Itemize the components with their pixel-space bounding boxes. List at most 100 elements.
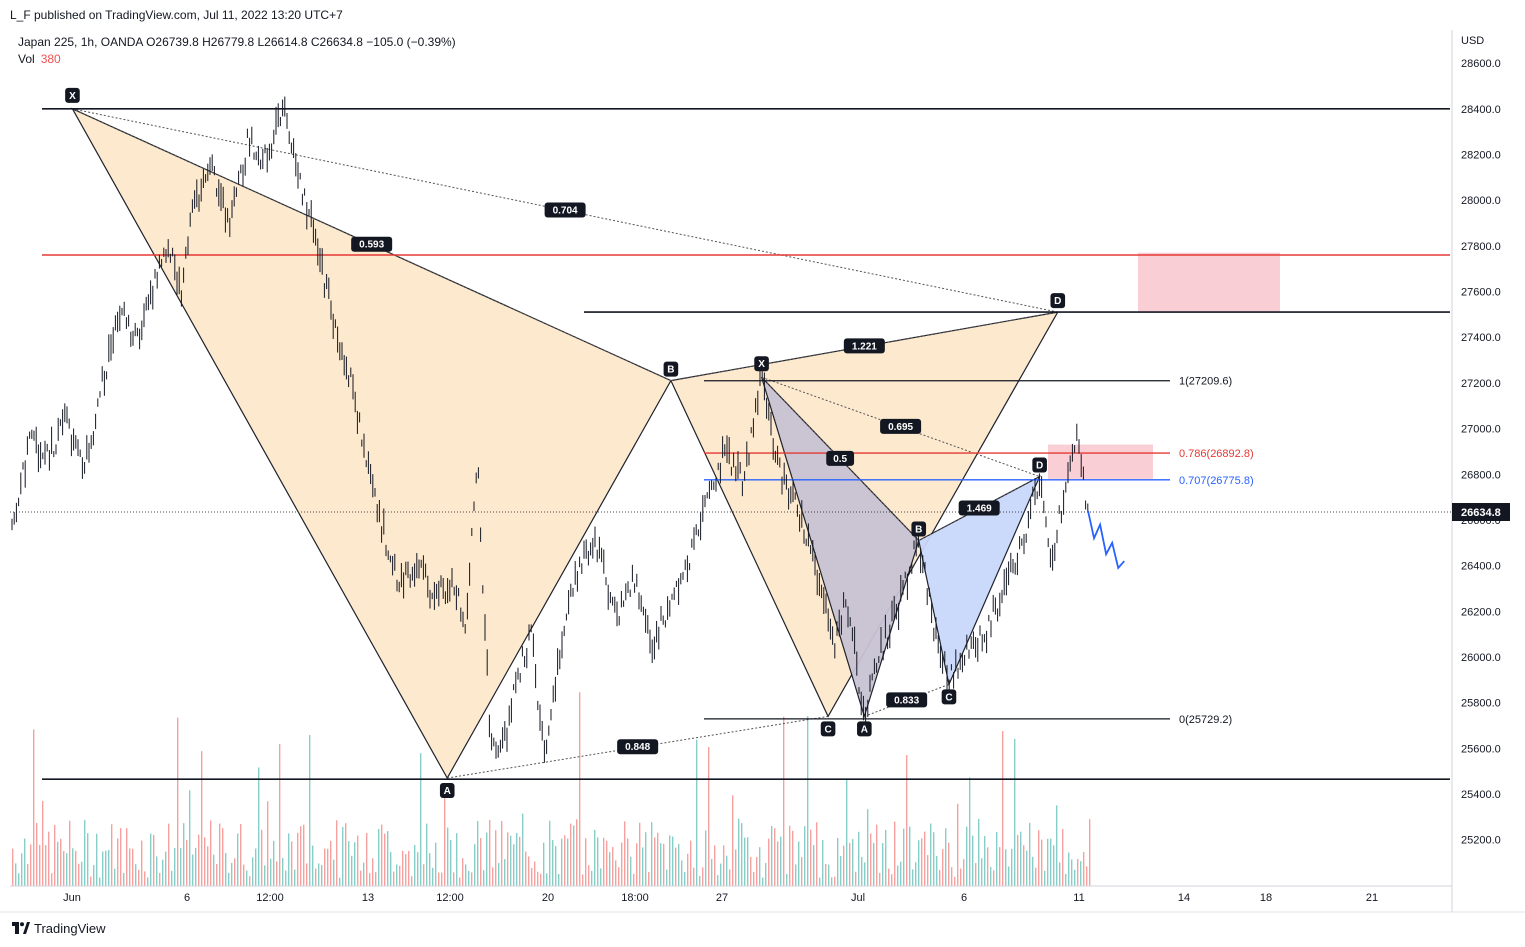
volume-bar	[57, 841, 59, 886]
volume-bar	[51, 873, 53, 886]
volume-bar	[798, 841, 800, 886]
volume-value: 380	[40, 52, 61, 66]
volume-bar	[1077, 858, 1079, 886]
y-tick-label: 28200.0	[1461, 150, 1501, 162]
volume-bar	[255, 848, 257, 886]
volume-bar	[978, 818, 980, 886]
volume-bar	[594, 829, 596, 886]
volume-bar	[300, 826, 302, 886]
symbol-legend[interactable]: Japan 225, 1h, OANDA O26739.8 H26779.8 L…	[18, 35, 456, 49]
volume-bar	[414, 845, 416, 886]
volume-bar	[12, 848, 14, 886]
volume-bar	[297, 832, 299, 886]
volume-bar	[1011, 848, 1013, 886]
volume-bar	[225, 852, 227, 886]
volume-bar	[483, 870, 485, 886]
ratio-label: 0.704	[553, 205, 578, 216]
volume-bar	[822, 839, 824, 886]
volume-bar	[87, 833, 89, 886]
volume-bar	[795, 864, 797, 886]
small-ratio-label-bg	[958, 500, 1000, 516]
volume-bar	[651, 822, 653, 886]
volume-bar	[684, 872, 686, 886]
y-tick-label: 27600.0	[1461, 287, 1501, 299]
volume-bar	[942, 849, 944, 886]
volume-bar	[804, 826, 806, 886]
axes: USD 25200.0 25400.0 25600.0 25800.0 26000.0 26…	[0, 30, 1525, 913]
small-pattern-point-label-bg	[941, 689, 957, 705]
small-ratio-label: 1.469	[967, 504, 992, 515]
volume-bar	[189, 790, 191, 886]
volume-bar	[63, 850, 65, 886]
volume-bar	[396, 864, 398, 886]
pattern-point-label-bg	[65, 87, 80, 103]
volume-bar	[528, 856, 530, 886]
volume-bar	[207, 846, 209, 886]
volume-bar	[180, 848, 182, 886]
volume-bar	[36, 822, 38, 886]
volume-bar	[825, 863, 827, 886]
volume-bar	[192, 854, 194, 886]
pattern-point-label: D	[1054, 296, 1061, 307]
volume-bar	[537, 871, 539, 886]
volume-bar	[186, 839, 188, 886]
volume-legend[interactable]: Vol 380	[18, 52, 61, 66]
pattern-point-label-bg	[820, 721, 836, 737]
volume-bar	[429, 853, 431, 886]
volume-bar	[522, 813, 524, 886]
y-tick-label: 27400.0	[1461, 332, 1501, 344]
volume-bar	[864, 862, 866, 886]
volume-bar	[453, 872, 455, 886]
ratio-label-bg	[351, 236, 393, 252]
volume-bar	[492, 867, 494, 886]
volume-bar	[531, 868, 533, 886]
volume-bar	[648, 872, 650, 886]
y-tick-label: 27200.0	[1461, 378, 1501, 390]
volume-bar	[456, 833, 458, 886]
volume-bar	[360, 870, 362, 886]
publisher-line: L_F published on TradingView.com, Jul 11…	[10, 8, 343, 22]
volume-bar	[696, 739, 698, 886]
volume-bar	[498, 863, 500, 886]
x-tick-label: 14	[1178, 892, 1190, 904]
volume-bar	[24, 838, 26, 886]
footer-brand[interactable]: TradingView	[12, 921, 106, 936]
volume-bar	[549, 820, 551, 886]
volume-bar	[681, 860, 683, 886]
volume-bar	[624, 821, 626, 886]
volume-bar	[237, 833, 239, 886]
volume-bar	[267, 801, 269, 886]
volume-bar	[972, 835, 974, 886]
volume-bar	[381, 824, 383, 886]
volume-bar	[258, 767, 260, 886]
volume-bar	[243, 864, 245, 886]
volume-bar	[99, 877, 101, 886]
volume-bar	[183, 823, 185, 886]
volume-bar	[345, 823, 347, 886]
volume-bar	[642, 847, 644, 886]
volume-bar	[573, 825, 575, 886]
volume-bar	[1002, 730, 1004, 886]
volume-bar	[672, 836, 674, 886]
volume-bar	[495, 830, 497, 886]
volume-bar	[1029, 822, 1031, 886]
volume-bar	[75, 850, 77, 886]
volume-bar	[60, 838, 62, 886]
volume-bar	[351, 855, 353, 886]
volume-bar	[174, 848, 176, 886]
volume-bar	[468, 870, 470, 886]
small-ratio-label-bg	[886, 692, 928, 708]
volume-bar	[720, 863, 722, 886]
volume-bar	[792, 830, 794, 886]
volume-bar	[375, 871, 377, 886]
volume-bar	[132, 848, 134, 886]
volume-bar	[252, 857, 254, 886]
volume-bar	[141, 840, 143, 886]
volume-bar	[303, 824, 305, 886]
volume-bar	[363, 862, 365, 886]
ratio-label: 0.593	[359, 240, 384, 251]
volume-bar	[705, 830, 707, 886]
volume-bar	[915, 862, 917, 886]
volume-bar	[876, 824, 878, 886]
